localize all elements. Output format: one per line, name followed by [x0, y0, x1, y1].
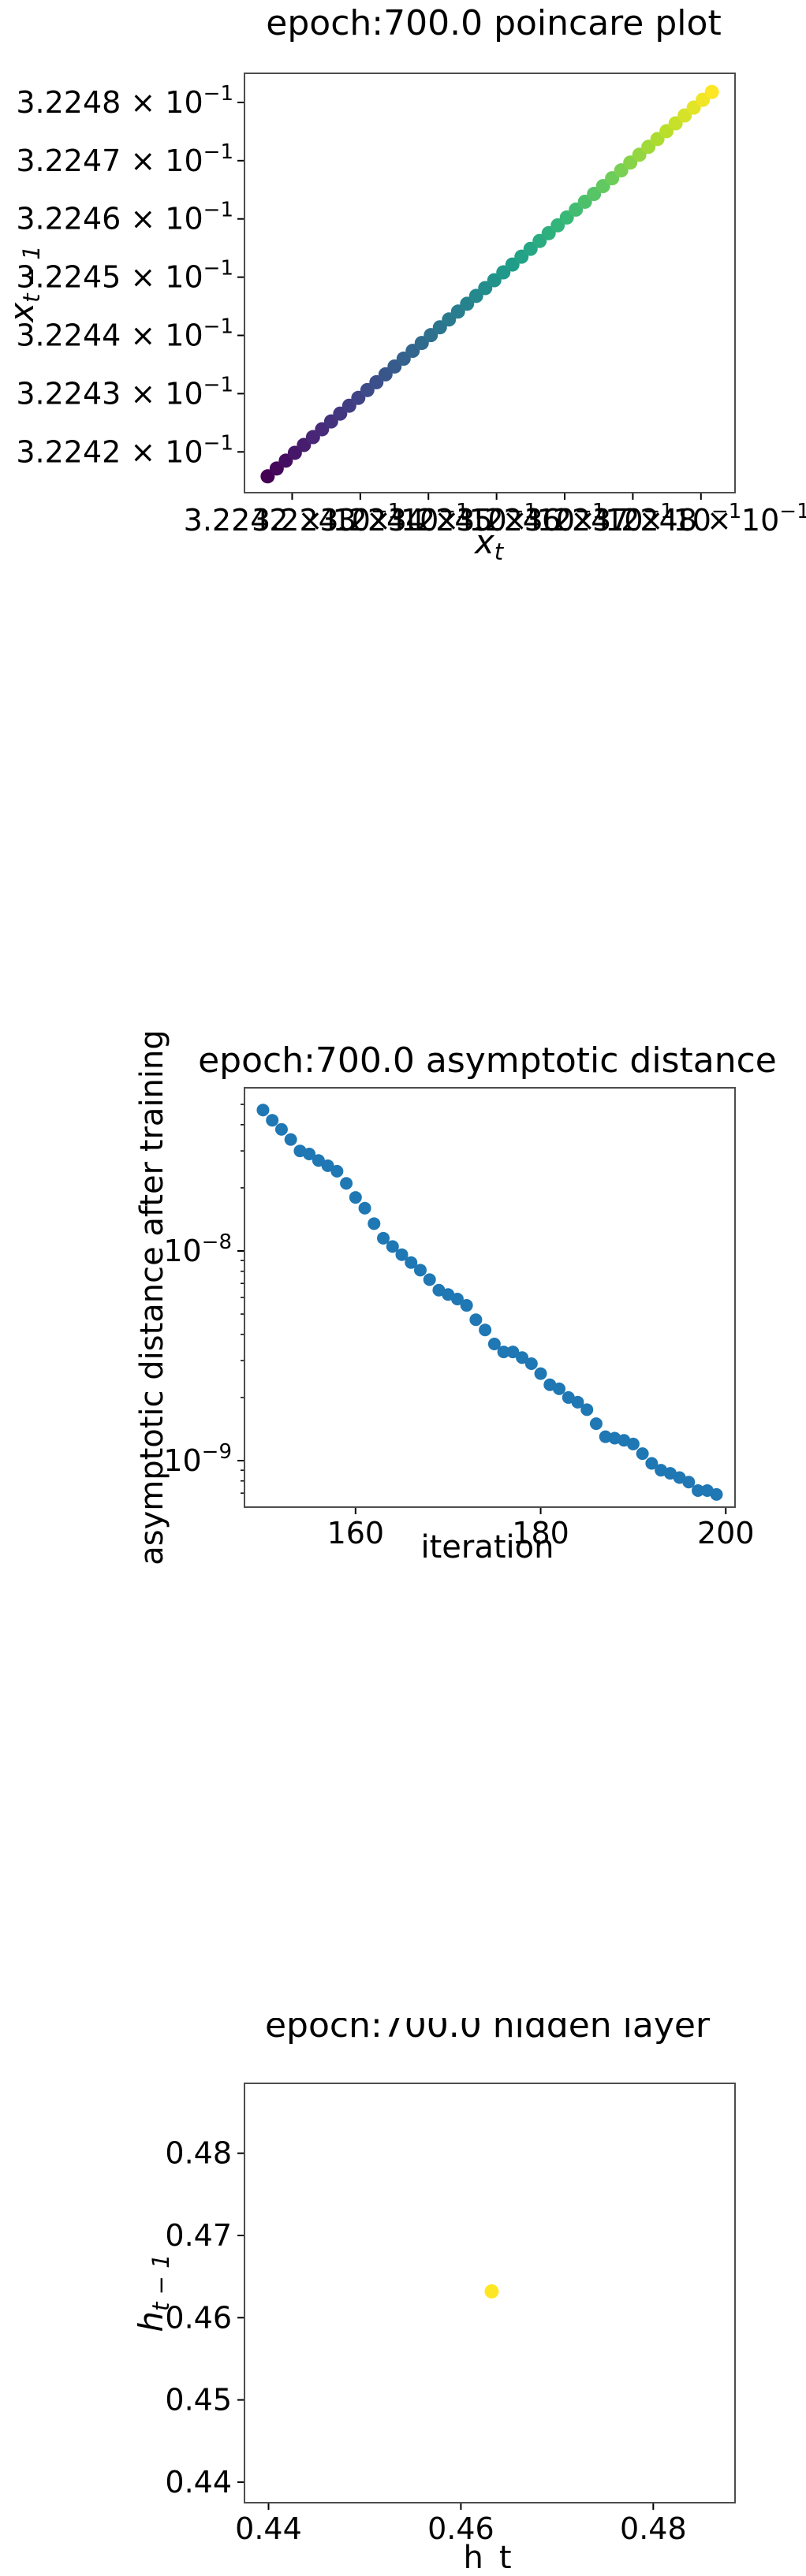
x-axis: 160 180 200 — [327, 1507, 755, 1550]
y-tick-label: 3.2245 × 10−1 — [16, 257, 233, 295]
data-point — [405, 1256, 418, 1269]
data-point — [469, 1313, 483, 1327]
x-axis: 3.2242 × 10−13.2243 × 10−13.2244 × 10−13… — [184, 493, 806, 538]
y-axis-label: asymptotic distance after training — [134, 1033, 170, 1565]
y-tick-label: 3.2244 × 10−1 — [16, 315, 233, 353]
chart-title: epoch:700.0 hidden layer — [265, 2018, 711, 2046]
data-point — [589, 1417, 603, 1431]
data-point — [571, 1395, 584, 1409]
data-point — [423, 1273, 436, 1286]
data-point — [599, 1430, 612, 1443]
data-point — [274, 1122, 288, 1136]
data-point — [626, 1437, 640, 1450]
data-point — [330, 1164, 344, 1178]
x-tick-label: 3.2244 × 10−1 — [319, 500, 537, 538]
data-point — [256, 1104, 270, 1117]
y-axis: 0.44 0.45 0.46 0.47 0.48 — [165, 2136, 244, 2500]
data-point — [645, 1457, 659, 1470]
data-point — [484, 2284, 499, 2299]
y-tick-label: 3.2247 × 10−1 — [16, 140, 233, 178]
plot-frame — [244, 1087, 736, 1508]
x-tick-label: 3.2242 × 10−1 — [184, 500, 401, 538]
data-point — [395, 1248, 409, 1261]
data-point — [580, 1403, 594, 1416]
y-tick-label: 3.2243 × 10−1 — [16, 373, 233, 411]
y-axis: 3.2242 × 10−1 3.2243 × 10−1 3.2244 × 10−1 3… — [16, 82, 244, 469]
y-axis-label: ht − 1 — [132, 2254, 174, 2332]
plot-points — [256, 1104, 723, 1501]
data-point — [340, 1177, 353, 1190]
x-axis-label: h_t — [463, 2540, 511, 2570]
data-point — [506, 1346, 520, 1359]
data-point — [534, 1367, 547, 1380]
y-axis: 10−8 10−9 — [163, 1104, 244, 1494]
plot-frame — [244, 73, 736, 493]
data-point — [358, 1201, 371, 1215]
x-axis-label-sub: t — [494, 538, 505, 565]
data-point — [479, 1323, 492, 1337]
data-point — [636, 1447, 649, 1461]
data-point — [386, 1240, 399, 1253]
y-tick-label: 0.46 — [165, 2300, 232, 2335]
x-tick-label: 0.46 — [427, 2511, 494, 2546]
data-point — [266, 1114, 279, 1127]
y-tick-label: 3.2242 × 10−1 — [16, 431, 233, 469]
data-point — [692, 1483, 705, 1497]
data-point — [682, 1476, 696, 1489]
y-tick-label: 3.2248 × 10−1 — [16, 82, 233, 120]
plot-points — [484, 2284, 499, 2299]
x-axis-label: iteration — [421, 1529, 554, 1565]
y-tick-label: 3.2246 × 10−1 — [16, 199, 233, 236]
x-tick-label: 3.2247 × 10−1 — [524, 500, 742, 538]
asymptotic-distance-chart: epoch:700.0 asymptotic distance 10−8 10−9… — [134, 1033, 777, 1565]
y-tick-label: 10−8 — [163, 1230, 232, 1268]
y-tick-label: 0.44 — [165, 2465, 232, 2500]
data-point — [460, 1299, 473, 1312]
y-tick-label: 0.45 — [165, 2383, 232, 2418]
y-axis-label: xt − 1 — [2, 245, 45, 323]
x-tick-label: 0.48 — [620, 2511, 687, 2546]
x-tick-label: 180 — [512, 1516, 569, 1550]
data-point — [413, 1264, 427, 1277]
chart-title: epoch:700.0 poincare plot — [266, 3, 721, 43]
data-point — [321, 1159, 334, 1172]
data-point — [349, 1191, 362, 1204]
x-axis: 0.44 0.46 0.48 — [235, 2503, 687, 2546]
data-point — [704, 84, 719, 99]
chart-title: epoch:700.0 asymptotic distance — [198, 1040, 777, 1081]
data-point — [516, 1351, 529, 1364]
x-tick-label: 160 — [327, 1516, 385, 1550]
y-tick-label: 0.47 — [165, 2218, 232, 2253]
y-tick-label: 0.48 — [165, 2136, 232, 2171]
data-point — [368, 1217, 381, 1230]
poincare-chart: epoch:700.0 poincare plot 3.2242 × 10−13… — [2, 3, 806, 565]
data-point — [710, 1487, 723, 1501]
data-point — [497, 1346, 510, 1359]
y-tick-label: 10−9 — [163, 1440, 232, 1478]
data-point — [312, 1154, 325, 1167]
data-point — [377, 1231, 390, 1245]
data-point — [524, 1357, 538, 1370]
y-axis-label-sub: t − 1 — [18, 245, 45, 303]
x-tick-label: 200 — [697, 1516, 755, 1550]
x-tick-label: 3.2248 × 10−1 — [592, 500, 806, 538]
x-axis-label: xt — [473, 523, 505, 565]
x-tick-label: 3.2245 × 10−1 — [388, 500, 606, 538]
data-point — [553, 1382, 566, 1395]
hidden-layer-chart: epoch:700.0 hidden layer 0.440.450.460.4… — [132, 2018, 736, 2570]
data-point — [450, 1292, 464, 1305]
data-point — [487, 1338, 501, 1351]
plot-frame — [244, 2083, 736, 2503]
x-tick-label: 3.2246 × 10−1 — [456, 500, 674, 538]
y-axis-label-sub: t − 1 — [147, 2254, 174, 2311]
plot-points — [260, 84, 719, 484]
data-point — [284, 1133, 297, 1146]
x-tick-label: 3.2243 × 10−1 — [252, 500, 469, 538]
x-tick-label: 0.44 — [235, 2511, 302, 2546]
data-point — [303, 1147, 316, 1160]
